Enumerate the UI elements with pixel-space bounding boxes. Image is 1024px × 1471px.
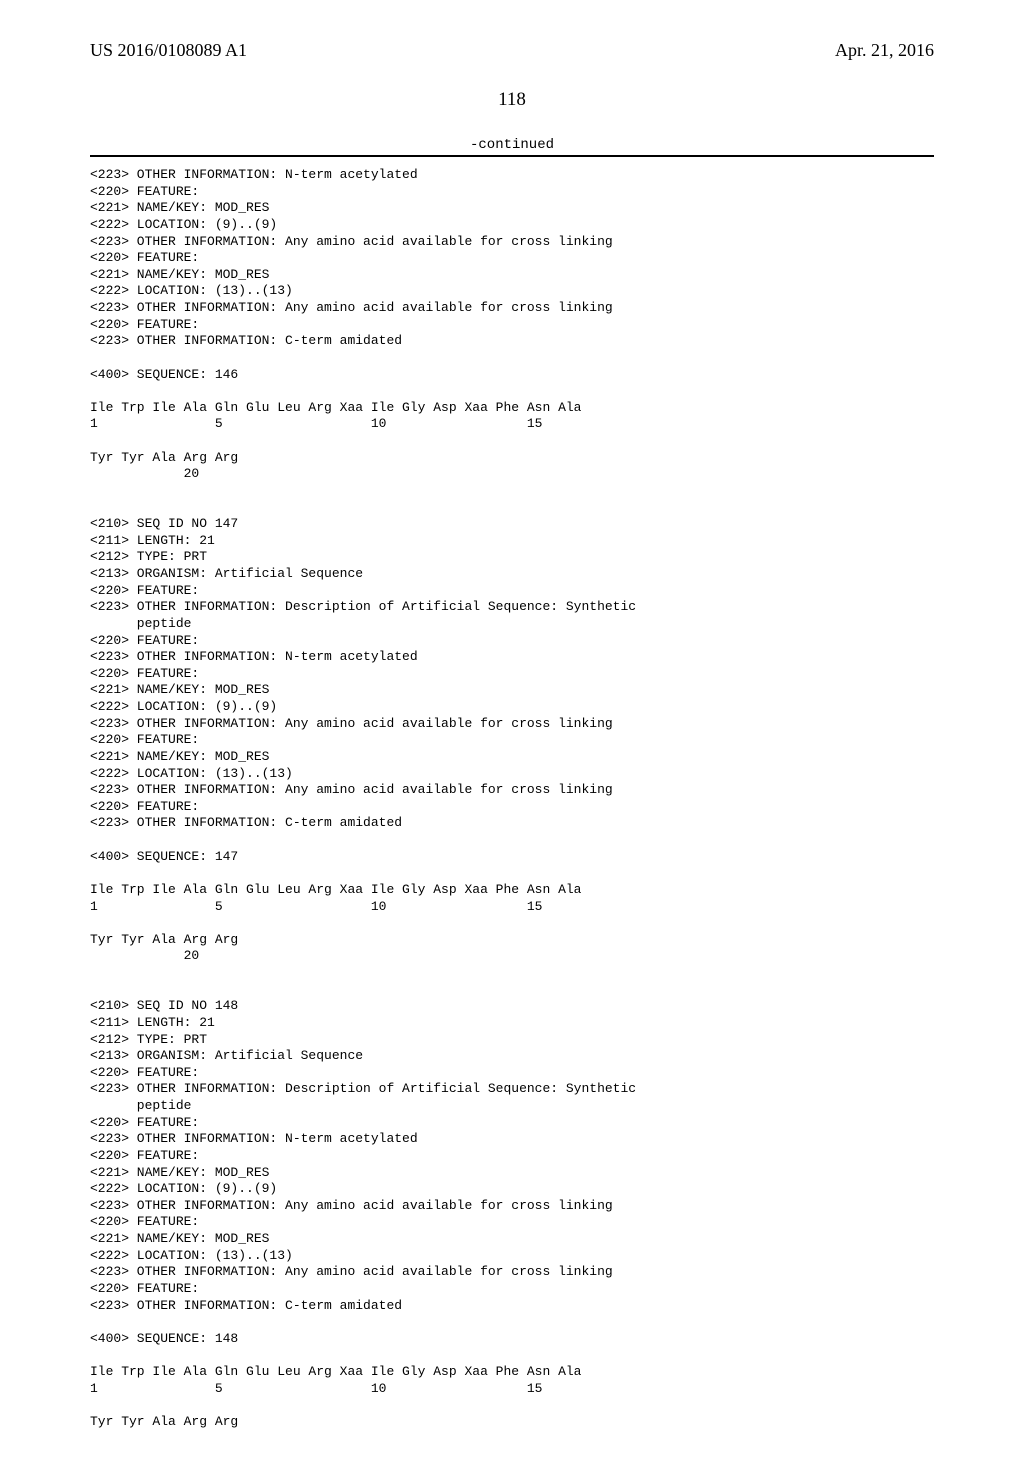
publication-date: Apr. 21, 2016 xyxy=(835,40,934,61)
page-container: US 2016/0108089 A1 Apr. 21, 2016 118 -co… xyxy=(0,0,1024,1471)
header-row: US 2016/0108089 A1 Apr. 21, 2016 xyxy=(90,40,934,61)
publication-number: US 2016/0108089 A1 xyxy=(90,40,247,61)
sequence-listing: <223> OTHER INFORMATION: N-term acetylat… xyxy=(90,167,934,1431)
page-number: 118 xyxy=(90,89,934,111)
section-rule xyxy=(90,155,934,157)
continued-label: -continued xyxy=(90,137,934,153)
